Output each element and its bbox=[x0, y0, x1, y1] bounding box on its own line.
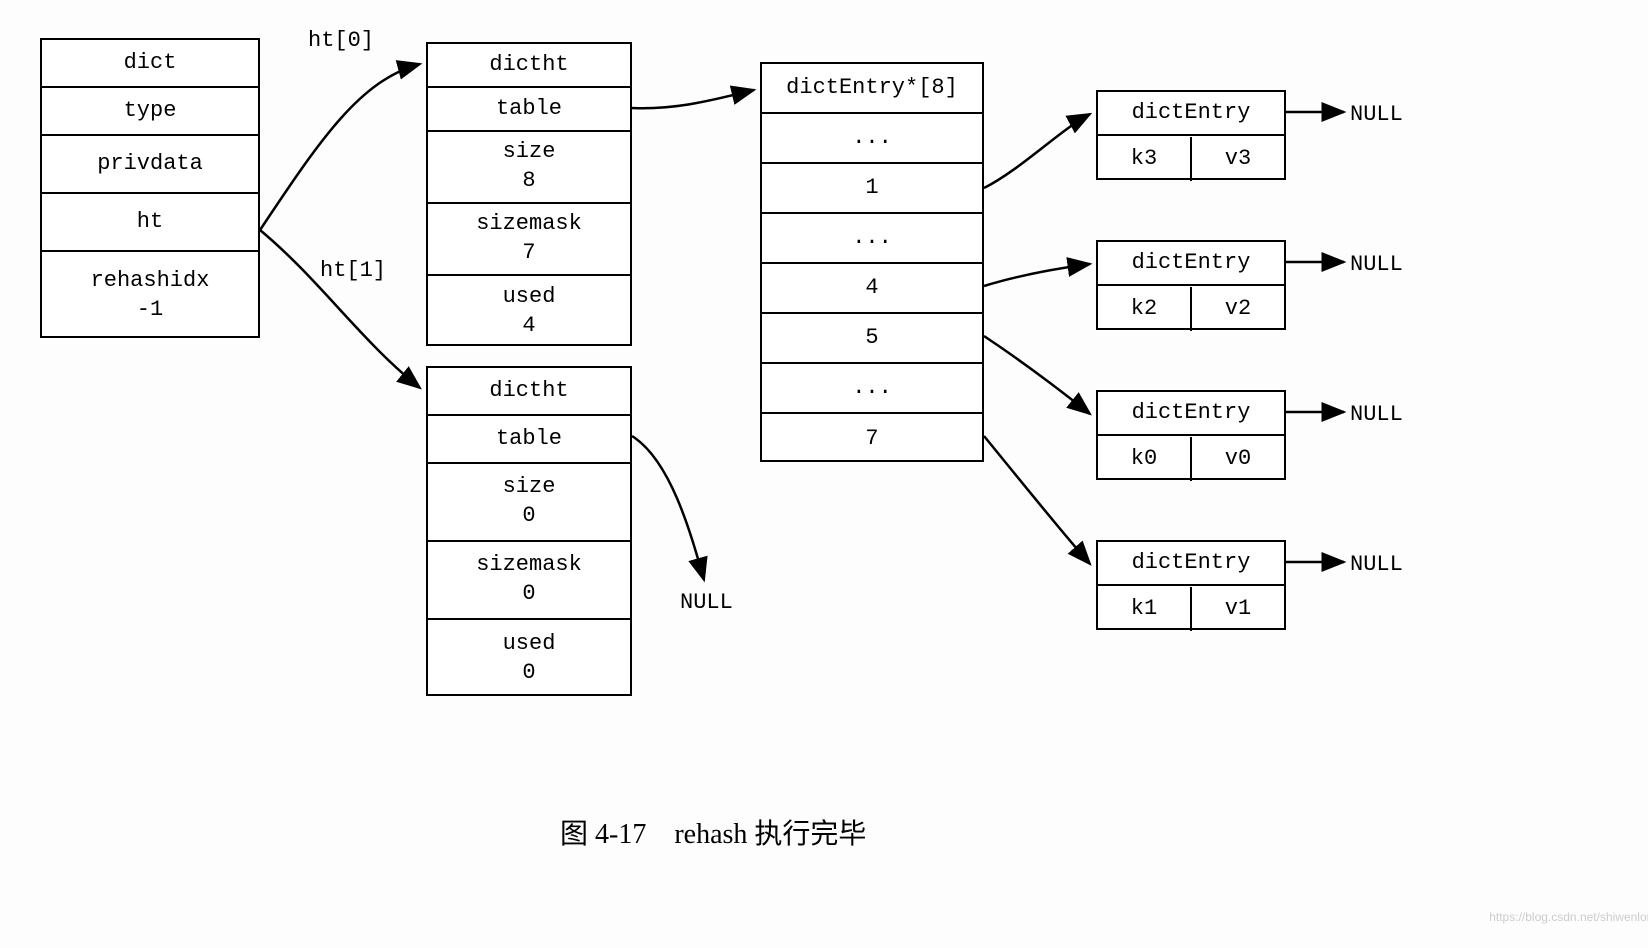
dict-entry-3: dictEntryk1v1 bbox=[1096, 540, 1286, 630]
entry-array-box: dictEntry*[8]...1...45...7 bbox=[760, 62, 984, 462]
dict-entry-val-2: v0 bbox=[1192, 437, 1284, 482]
entry-array-box-cell-1: ... bbox=[762, 114, 982, 164]
dict-entry-2: dictEntryk0v0 bbox=[1096, 390, 1286, 480]
dictht1-box-cell-2: size 0 bbox=[428, 464, 630, 542]
dictht1-box: dicthttablesize 0sizemask 0used 0 bbox=[426, 366, 632, 696]
arrow-0 bbox=[260, 64, 420, 230]
dict-entry-val-0: v3 bbox=[1192, 137, 1284, 182]
entry-array-box-cell-7: 7 bbox=[762, 414, 982, 464]
dict-entry-key-3: k1 bbox=[1098, 587, 1192, 632]
dictht1-box-cell-4: used 0 bbox=[428, 620, 630, 698]
entry-array-box-cell-4: 4 bbox=[762, 264, 982, 314]
dict-box-cell-0: dict bbox=[42, 40, 258, 88]
dict-entry-kv-3: k1v1 bbox=[1098, 586, 1284, 632]
dict-entry-kv-0: k3v3 bbox=[1098, 136, 1284, 182]
dict-entry-val-1: v2 bbox=[1192, 287, 1284, 332]
dict-box-cell-3: ht bbox=[42, 194, 258, 252]
dict-entry-key-2: k0 bbox=[1098, 437, 1192, 482]
null-label-entry-1: NULL bbox=[1350, 252, 1403, 277]
dict-entry-key-0: k3 bbox=[1098, 137, 1192, 182]
dict-entry-kv-1: k2v2 bbox=[1098, 286, 1284, 332]
dictht0-box-cell-4: used 4 bbox=[428, 276, 630, 348]
arrow-2 bbox=[632, 90, 754, 108]
dictht0-box-cell-0: dictht bbox=[428, 44, 630, 88]
arrow-4 bbox=[984, 114, 1090, 188]
dictht1-box-cell-0: dictht bbox=[428, 368, 630, 416]
null-label-entry-0: NULL bbox=[1350, 102, 1403, 127]
entry-array-box-cell-0: dictEntry*[8] bbox=[762, 64, 982, 114]
figure-caption: 图 4-17 rehash 执行完毕 bbox=[560, 812, 866, 852]
dictht0-box-cell-3: sizemask 7 bbox=[428, 204, 630, 276]
dict-entry-1: dictEntryk2v2 bbox=[1096, 240, 1286, 330]
dict-box: dicttypeprivdatahtrehashidx -1 bbox=[40, 38, 260, 338]
arrow-5 bbox=[984, 264, 1090, 286]
dictht0-box-cell-1: table bbox=[428, 88, 630, 132]
ht-label-ht1: ht[1] bbox=[320, 258, 386, 283]
dict-entry-title-3: dictEntry bbox=[1098, 542, 1284, 586]
dict-box-cell-4: rehashidx -1 bbox=[42, 252, 258, 340]
null-label-ht1: NULL bbox=[680, 590, 733, 615]
watermark: https://blog.csdn.net/shiwenlong bbox=[1489, 910, 1648, 924]
dict-entry-title-0: dictEntry bbox=[1098, 92, 1284, 136]
dict-box-cell-2: privdata bbox=[42, 136, 258, 194]
arrow-3 bbox=[632, 436, 704, 580]
ht-label-ht0: ht[0] bbox=[308, 28, 374, 53]
arrow-1 bbox=[260, 230, 420, 388]
entry-array-box-cell-6: ... bbox=[762, 364, 982, 414]
dictht0-box-cell-2: size 8 bbox=[428, 132, 630, 204]
dict-entry-title-2: dictEntry bbox=[1098, 392, 1284, 436]
entry-array-box-cell-2: 1 bbox=[762, 164, 982, 214]
dict-entry-kv-2: k0v0 bbox=[1098, 436, 1284, 482]
dictht0-box: dicthttablesize 8sizemask 7used 4 bbox=[426, 42, 632, 346]
null-label-entry-3: NULL bbox=[1350, 552, 1403, 577]
dict-entry-0: dictEntryk3v3 bbox=[1096, 90, 1286, 180]
arrow-6 bbox=[984, 336, 1090, 414]
entry-array-box-cell-3: ... bbox=[762, 214, 982, 264]
dict-entry-title-1: dictEntry bbox=[1098, 242, 1284, 286]
dict-box-cell-1: type bbox=[42, 88, 258, 136]
dict-entry-key-1: k2 bbox=[1098, 287, 1192, 332]
dictht1-box-cell-1: table bbox=[428, 416, 630, 464]
dictht1-box-cell-3: sizemask 0 bbox=[428, 542, 630, 620]
null-label-entry-2: NULL bbox=[1350, 402, 1403, 427]
arrow-7 bbox=[984, 436, 1090, 564]
dict-entry-val-3: v1 bbox=[1192, 587, 1284, 632]
entry-array-box-cell-5: 5 bbox=[762, 314, 982, 364]
